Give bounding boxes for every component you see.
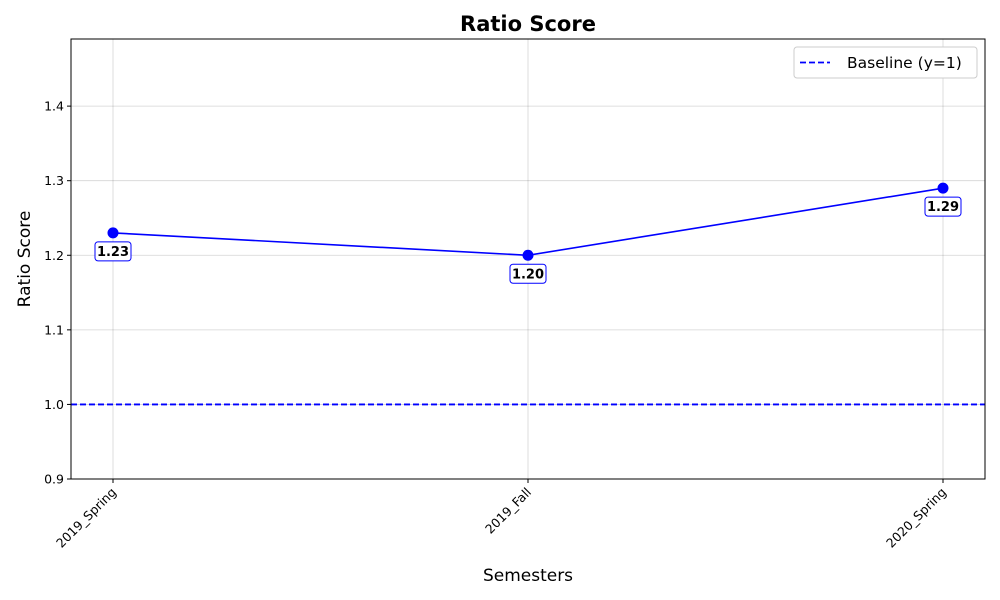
y-tick-label: 1.4 <box>44 99 64 114</box>
data-label: 1.23 <box>97 245 129 260</box>
data-point <box>107 227 119 239</box>
legend-baseline-label: Baseline (y=1) <box>847 54 962 72</box>
data-point <box>522 249 534 261</box>
data-label: 1.29 <box>927 200 959 215</box>
y-tick-label: 0.9 <box>44 472 64 487</box>
data-label-box <box>509 263 547 284</box>
data-label-box <box>924 196 962 217</box>
data-point <box>937 182 949 194</box>
x-axis-label: Semesters <box>483 566 573 586</box>
data-label: 1.20 <box>512 267 544 282</box>
y-axis-label: Ratio Score <box>15 211 35 308</box>
data-labels-layer: 1.23 1.20 1.29 <box>94 196 962 284</box>
series-layer <box>107 182 949 261</box>
chart-title: Ratio Score <box>460 12 596 36</box>
y-tick-label: 1.2 <box>44 248 64 263</box>
legend-box <box>793 46 978 79</box>
legend: Baseline (y=1) <box>793 46 978 79</box>
y-tick-label: 1.1 <box>44 322 64 337</box>
y-tick-label: 1.3 <box>44 173 64 188</box>
y-tick-label: 1.0 <box>44 397 64 412</box>
data-label-box <box>94 241 132 262</box>
